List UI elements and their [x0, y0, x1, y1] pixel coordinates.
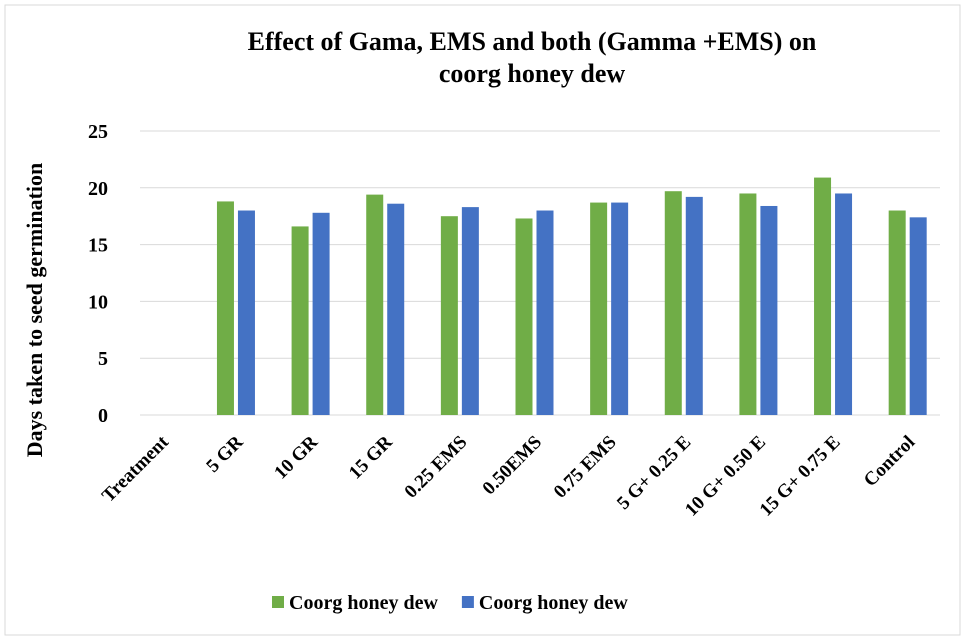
bar [515, 218, 533, 415]
bar [291, 226, 309, 415]
bar [835, 193, 853, 415]
legend-swatch [272, 596, 284, 608]
bar [590, 202, 608, 415]
bar [536, 210, 554, 415]
legend-swatch [461, 596, 474, 608]
bar [739, 193, 757, 415]
bar [440, 216, 458, 415]
bar [760, 205, 778, 415]
bar [814, 177, 832, 415]
y-tick-label: 15 [88, 235, 108, 257]
y-tick-label: 20 [88, 178, 108, 200]
bar [237, 210, 255, 415]
bar [909, 217, 927, 415]
bar [312, 212, 330, 415]
y-tick-label: 5 [98, 348, 108, 370]
bar [611, 202, 629, 415]
y-axis-label: Days taken to seed germination [22, 163, 47, 458]
bar [366, 194, 384, 415]
chart-title: Effect of Gama, EMS and both (Gamma +EMS… [248, 27, 817, 88]
bar [685, 196, 703, 415]
bar [664, 191, 682, 415]
bar [888, 210, 906, 415]
chart-frame [4, 4, 961, 636]
legend-label: Coorg honey dew [289, 592, 438, 614]
bar [216, 201, 234, 415]
y-tick-label: 0 [98, 405, 108, 427]
bar [387, 203, 405, 415]
y-tick-label: 25 [88, 121, 108, 143]
legend-label: Coorg honey dew [479, 592, 628, 614]
y-tick-label: 10 [88, 291, 108, 313]
bar [461, 207, 479, 415]
